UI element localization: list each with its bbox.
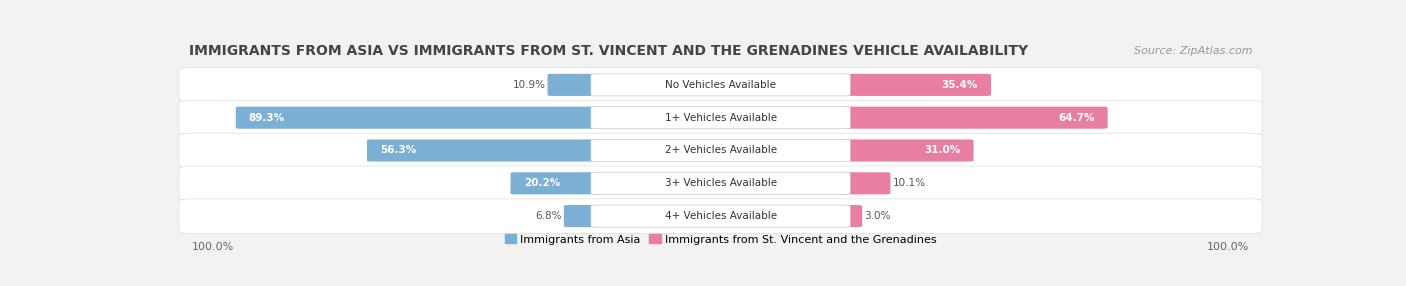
- FancyBboxPatch shape: [236, 107, 599, 129]
- Text: 20.2%: 20.2%: [523, 178, 560, 188]
- FancyBboxPatch shape: [591, 172, 851, 194]
- Legend: Immigrants from Asia, Immigrants from St. Vincent and the Grenadines: Immigrants from Asia, Immigrants from St…: [501, 230, 941, 249]
- Text: 1+ Vehicles Available: 1+ Vehicles Available: [665, 113, 776, 123]
- FancyBboxPatch shape: [367, 140, 599, 162]
- FancyBboxPatch shape: [179, 199, 1263, 233]
- FancyBboxPatch shape: [179, 133, 1263, 168]
- FancyBboxPatch shape: [179, 166, 1263, 200]
- FancyBboxPatch shape: [842, 74, 991, 96]
- Text: 10.1%: 10.1%: [893, 178, 925, 188]
- FancyBboxPatch shape: [591, 107, 851, 129]
- Text: 56.3%: 56.3%: [380, 146, 416, 156]
- Text: 35.4%: 35.4%: [942, 80, 979, 90]
- Text: 3+ Vehicles Available: 3+ Vehicles Available: [665, 178, 776, 188]
- Text: No Vehicles Available: No Vehicles Available: [665, 80, 776, 90]
- Text: 100.0%: 100.0%: [1206, 242, 1249, 252]
- FancyBboxPatch shape: [510, 172, 599, 194]
- Text: 89.3%: 89.3%: [249, 113, 285, 123]
- Text: 100.0%: 100.0%: [193, 242, 235, 252]
- FancyBboxPatch shape: [842, 140, 973, 162]
- FancyBboxPatch shape: [842, 205, 862, 227]
- Text: 10.9%: 10.9%: [512, 80, 546, 90]
- FancyBboxPatch shape: [842, 107, 1108, 129]
- FancyBboxPatch shape: [547, 74, 599, 96]
- FancyBboxPatch shape: [179, 67, 1263, 102]
- Text: 3.0%: 3.0%: [865, 211, 891, 221]
- FancyBboxPatch shape: [591, 74, 851, 96]
- FancyBboxPatch shape: [591, 205, 851, 227]
- Text: IMMIGRANTS FROM ASIA VS IMMIGRANTS FROM ST. VINCENT AND THE GRENADINES VEHICLE A: IMMIGRANTS FROM ASIA VS IMMIGRANTS FROM …: [188, 44, 1028, 58]
- Text: 2+ Vehicles Available: 2+ Vehicles Available: [665, 146, 776, 156]
- FancyBboxPatch shape: [564, 205, 599, 227]
- FancyBboxPatch shape: [842, 172, 890, 194]
- Text: Source: ZipAtlas.com: Source: ZipAtlas.com: [1133, 46, 1253, 56]
- Text: 4+ Vehicles Available: 4+ Vehicles Available: [665, 211, 776, 221]
- FancyBboxPatch shape: [179, 100, 1263, 135]
- Text: 6.8%: 6.8%: [536, 211, 561, 221]
- Text: 64.7%: 64.7%: [1057, 113, 1094, 123]
- FancyBboxPatch shape: [591, 140, 851, 162]
- Text: 31.0%: 31.0%: [924, 146, 960, 156]
